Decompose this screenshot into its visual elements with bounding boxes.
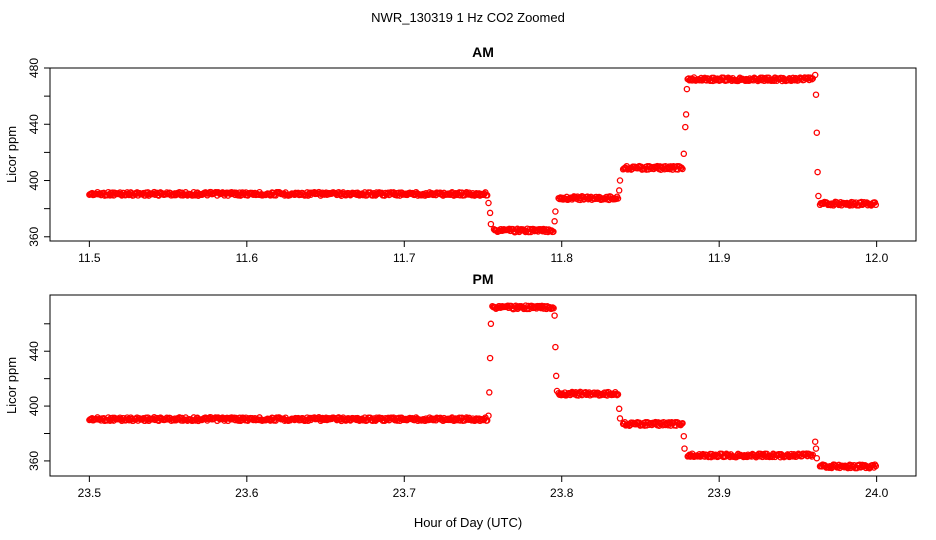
data-point bbox=[679, 419, 686, 427]
series-segment bbox=[86, 414, 491, 425]
data-points bbox=[86, 71, 880, 236]
series-segment bbox=[490, 225, 557, 236]
pm-panel: PM 23.5 23.6 23.7 23.8 23.9 24.0 360 400 440 Licor… bbox=[4, 271, 917, 500]
series-segment bbox=[816, 461, 880, 472]
data-point bbox=[614, 195, 622, 202]
y-axis-label: Licor ppm bbox=[4, 126, 19, 183]
data-point bbox=[811, 71, 819, 79]
data-point bbox=[486, 209, 494, 217]
series-segment bbox=[555, 388, 622, 399]
y-tick-label: 480 bbox=[27, 58, 41, 78]
data-point bbox=[551, 312, 558, 319]
data-point bbox=[553, 387, 561, 395]
data-point bbox=[813, 129, 821, 136]
data-point bbox=[616, 177, 624, 184]
transition-points bbox=[485, 312, 821, 462]
x-tick-label: 23.5 bbox=[78, 486, 102, 500]
panel-title: AM bbox=[472, 44, 494, 60]
data-point bbox=[485, 199, 492, 207]
data-point bbox=[483, 192, 491, 199]
data-point bbox=[486, 389, 493, 396]
data-point bbox=[683, 85, 691, 93]
figure-title: NWR_130319 1 Hz CO2 Zoomed bbox=[371, 10, 565, 25]
data-point bbox=[682, 111, 690, 118]
data-point bbox=[485, 412, 492, 419]
data-point bbox=[809, 451, 817, 459]
x-tick-label: 23.6 bbox=[235, 486, 259, 500]
data-point bbox=[872, 462, 880, 470]
data-point bbox=[681, 445, 688, 452]
data-point bbox=[614, 391, 622, 398]
data-point bbox=[812, 91, 820, 98]
x-tick-label: 11.9 bbox=[708, 251, 731, 265]
series-segment bbox=[489, 302, 557, 313]
data-point bbox=[679, 165, 686, 173]
data-point bbox=[813, 454, 821, 462]
y-axis-label: Licor ppm bbox=[4, 357, 19, 414]
transition-points bbox=[485, 71, 822, 228]
series-segment bbox=[555, 193, 622, 204]
series-segment bbox=[86, 188, 491, 199]
y-tick-label: 360 bbox=[27, 451, 41, 471]
y-tick-label: 400 bbox=[27, 396, 41, 416]
data-point bbox=[815, 192, 822, 200]
x-tick-label: 11.7 bbox=[393, 251, 416, 265]
data-point bbox=[811, 438, 819, 445]
panel-title: PM bbox=[473, 271, 494, 287]
am-panel: AM 11.5 11.6 11.7 11.8 11.9 12.0 360 400 440 480 Li… bbox=[4, 44, 917, 265]
x-tick-label: 12.0 bbox=[865, 251, 889, 265]
x-tick-label: 11.5 bbox=[78, 251, 101, 265]
series-segment bbox=[816, 198, 880, 209]
series-segment bbox=[619, 162, 686, 173]
data-point bbox=[552, 372, 560, 380]
data-point bbox=[680, 432, 688, 440]
data-point bbox=[812, 445, 820, 452]
x-tick-label: 23.9 bbox=[708, 486, 732, 500]
data-point bbox=[550, 228, 557, 235]
data-point bbox=[550, 304, 557, 312]
x-tick-label: 11.8 bbox=[550, 251, 573, 265]
data-point bbox=[814, 168, 821, 176]
data-point bbox=[682, 123, 689, 131]
x-tick-label: 23.7 bbox=[393, 486, 417, 500]
data-point bbox=[552, 208, 559, 215]
data-point bbox=[872, 201, 880, 209]
plot-frame bbox=[49, 294, 917, 477]
series-segment bbox=[684, 450, 817, 461]
data-point bbox=[615, 405, 623, 413]
x-tick-label: 11.6 bbox=[236, 251, 259, 265]
data-point bbox=[615, 187, 623, 194]
data-point bbox=[680, 150, 688, 158]
data-points bbox=[86, 302, 880, 472]
x-tick-label: 23.8 bbox=[550, 486, 574, 500]
data-point bbox=[667, 163, 675, 170]
data-point bbox=[551, 218, 558, 225]
series-segment bbox=[619, 418, 686, 429]
y-tick-label: 400 bbox=[27, 170, 41, 190]
shared-x-axis-label: Hour of Day (UTC) bbox=[414, 515, 522, 530]
data-point bbox=[552, 343, 559, 351]
y-tick-label: 360 bbox=[27, 226, 41, 246]
y-tick-label: 440 bbox=[27, 341, 41, 361]
y-tick-label: 440 bbox=[27, 114, 41, 134]
x-tick-label: 24.0 bbox=[865, 486, 889, 500]
data-point bbox=[487, 220, 495, 228]
data-point bbox=[665, 419, 673, 426]
data-point bbox=[486, 354, 494, 362]
data-point bbox=[616, 415, 624, 422]
series-segment bbox=[684, 74, 817, 85]
data-point bbox=[487, 320, 495, 328]
plot-frame bbox=[49, 67, 917, 242]
